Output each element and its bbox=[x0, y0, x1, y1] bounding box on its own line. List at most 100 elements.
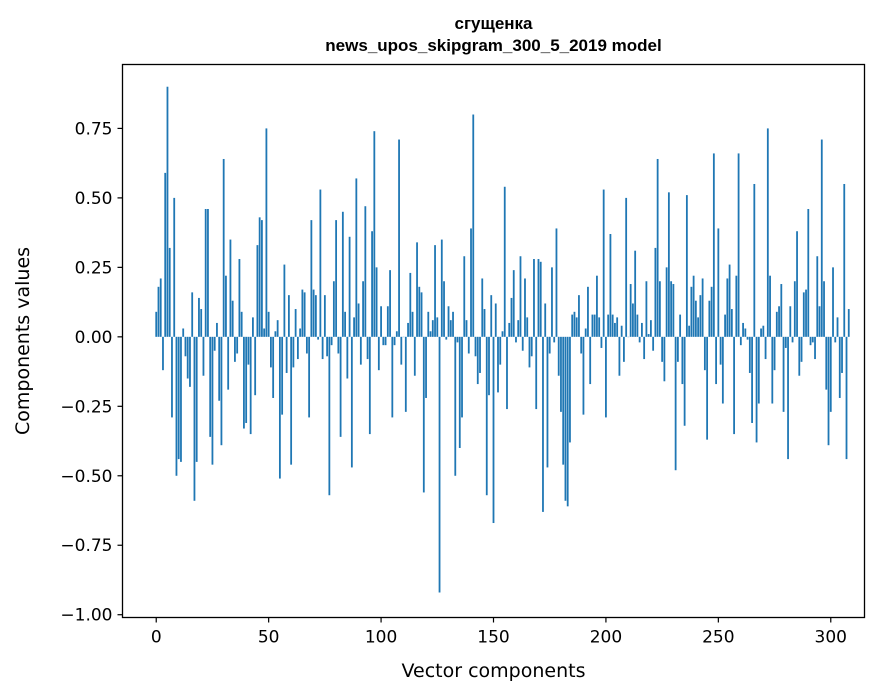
bar bbox=[519, 256, 522, 337]
bar bbox=[177, 336, 180, 460]
bar bbox=[609, 234, 612, 337]
bar bbox=[753, 183, 756, 337]
bar bbox=[683, 336, 686, 426]
bar bbox=[564, 336, 567, 501]
bar bbox=[584, 328, 587, 337]
x-tick-label: 250 bbox=[702, 628, 734, 648]
bar bbox=[562, 336, 565, 465]
bar bbox=[355, 178, 358, 337]
bar bbox=[557, 336, 560, 376]
bar bbox=[771, 336, 774, 404]
bar bbox=[483, 309, 486, 337]
bar bbox=[843, 183, 846, 337]
bar bbox=[708, 300, 711, 337]
bar bbox=[703, 336, 706, 371]
bar bbox=[510, 297, 513, 337]
bar bbox=[231, 300, 234, 337]
bar bbox=[240, 311, 243, 337]
bar bbox=[312, 289, 315, 337]
bar bbox=[814, 336, 816, 360]
bar bbox=[778, 306, 780, 337]
bar bbox=[429, 331, 432, 337]
bar bbox=[182, 328, 185, 337]
bar bbox=[323, 295, 326, 337]
y-tick-label: −0.50 bbox=[60, 467, 112, 487]
bar bbox=[616, 317, 619, 337]
bar bbox=[422, 336, 425, 493]
bar bbox=[418, 286, 421, 337]
bar bbox=[359, 336, 362, 365]
bar bbox=[800, 336, 803, 362]
bar bbox=[375, 267, 378, 337]
bar bbox=[461, 336, 463, 418]
bar bbox=[598, 317, 601, 337]
bar bbox=[728, 264, 731, 337]
bar bbox=[209, 336, 212, 437]
x-tick-label: 0 bbox=[151, 628, 162, 648]
bar bbox=[400, 336, 403, 365]
bar bbox=[213, 336, 216, 351]
bar bbox=[625, 197, 628, 337]
bar bbox=[263, 328, 266, 337]
bar bbox=[445, 336, 448, 340]
bar bbox=[348, 236, 351, 337]
bar bbox=[200, 309, 203, 337]
bar bbox=[575, 317, 578, 337]
chart-title: сгущенка bbox=[454, 14, 533, 33]
bar bbox=[542, 336, 544, 512]
bar bbox=[261, 220, 263, 337]
x-tick-label: 200 bbox=[590, 628, 622, 648]
bar bbox=[227, 336, 230, 390]
bar bbox=[211, 336, 214, 465]
bar bbox=[580, 336, 583, 354]
bar bbox=[823, 281, 825, 337]
bar bbox=[436, 317, 439, 337]
bar bbox=[497, 336, 499, 393]
bar bbox=[719, 336, 722, 365]
bar bbox=[571, 314, 574, 337]
bar bbox=[159, 278, 162, 337]
bar bbox=[641, 322, 643, 337]
bar bbox=[366, 336, 369, 360]
x-axis-ticks: 0 50 100 150 200 250 300 bbox=[151, 617, 847, 648]
bar bbox=[699, 295, 702, 337]
bar bbox=[816, 256, 819, 337]
bar bbox=[766, 128, 769, 337]
bar bbox=[252, 317, 254, 337]
bar bbox=[371, 231, 373, 337]
bar bbox=[204, 209, 207, 337]
y-tick-label: −0.25 bbox=[60, 397, 112, 417]
bar bbox=[494, 303, 497, 337]
bar bbox=[521, 336, 524, 351]
bar bbox=[733, 336, 735, 435]
bar bbox=[198, 297, 200, 337]
bar bbox=[431, 320, 434, 337]
bar bbox=[658, 281, 661, 337]
bar bbox=[620, 325, 623, 337]
bar bbox=[593, 314, 596, 337]
bar bbox=[296, 336, 299, 360]
bar bbox=[787, 336, 789, 460]
bar bbox=[805, 289, 807, 337]
bar bbox=[393, 336, 396, 346]
bar bbox=[474, 336, 477, 357]
bar bbox=[582, 336, 585, 415]
bar bbox=[193, 336, 196, 501]
bar bbox=[847, 309, 850, 337]
bar bbox=[377, 336, 380, 371]
y-tick-label: −1.00 bbox=[60, 606, 112, 626]
bar bbox=[602, 189, 605, 337]
bar bbox=[515, 336, 517, 343]
bar bbox=[656, 158, 659, 337]
bar bbox=[769, 275, 771, 337]
bar bbox=[175, 336, 178, 476]
bar bbox=[470, 228, 472, 337]
bar bbox=[216, 322, 218, 337]
bar bbox=[551, 267, 553, 337]
bar bbox=[528, 336, 531, 368]
bar bbox=[413, 336, 416, 376]
bar bbox=[258, 217, 261, 337]
bar bbox=[382, 336, 385, 346]
bar bbox=[420, 292, 423, 337]
bar bbox=[337, 336, 340, 354]
